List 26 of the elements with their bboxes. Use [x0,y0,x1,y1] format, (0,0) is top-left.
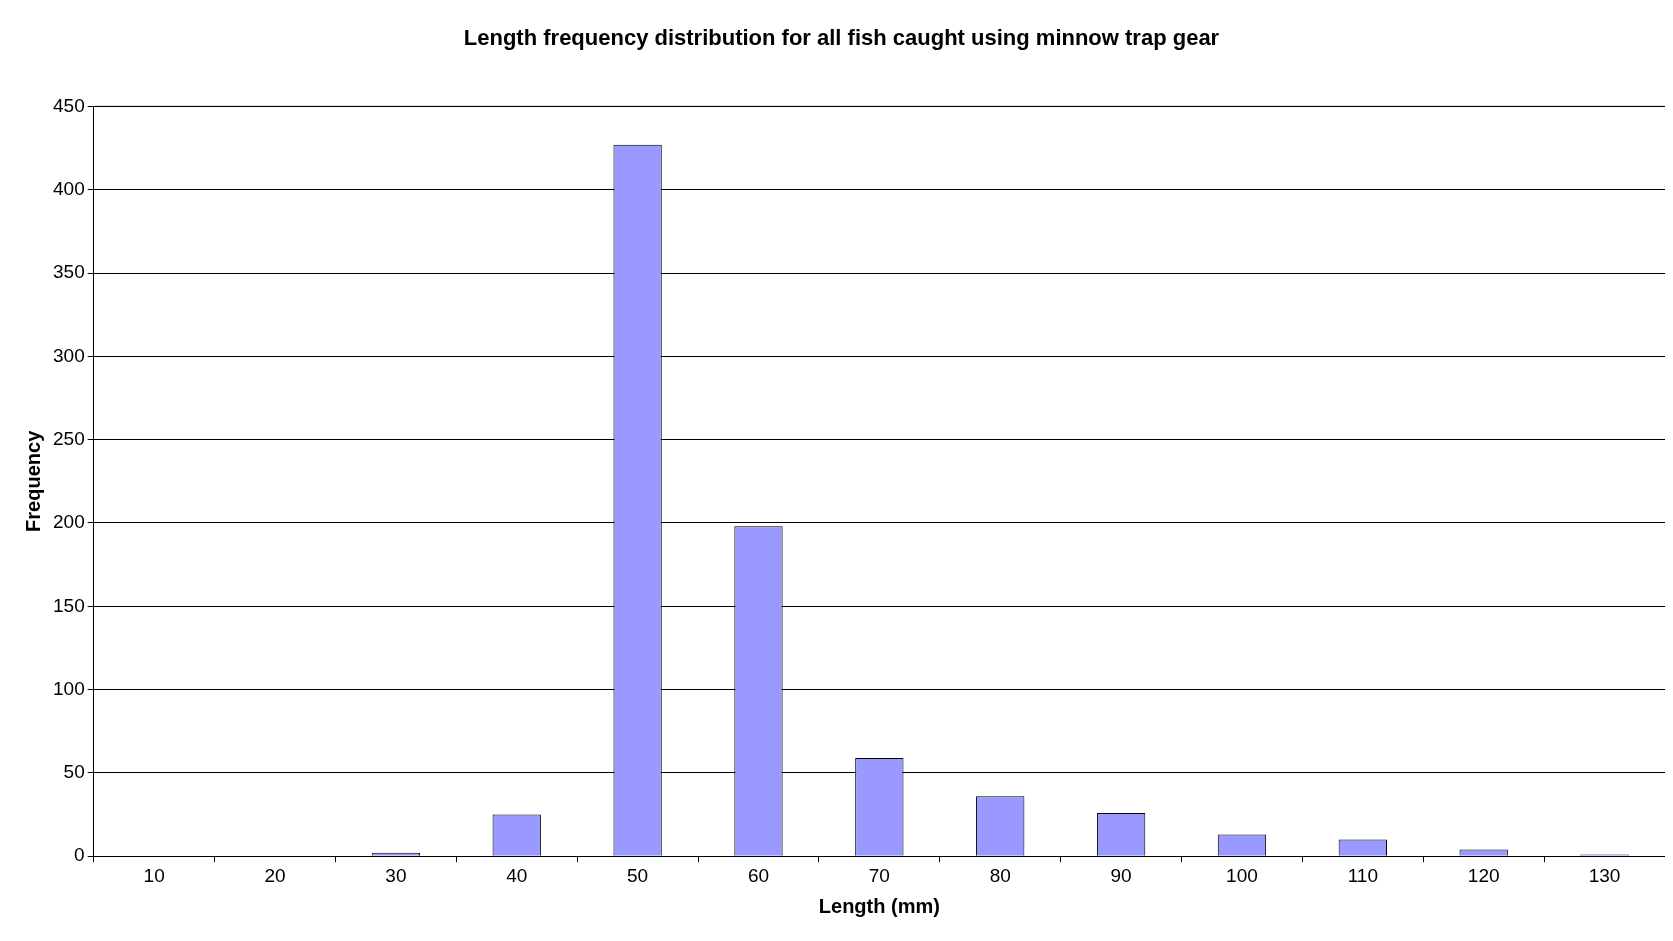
x-tick-label: 10 [143,864,165,886]
y-tick-label: 150 [53,594,85,616]
y-tick-label: 450 [53,94,85,116]
x-tick-label: 130 [1588,864,1621,886]
y-axis-title: Frequency [21,429,44,532]
y-tick-label: 200 [53,511,85,533]
y-tick-label: 50 [63,761,85,783]
y-tick-label: 250 [53,427,85,449]
x-tick-label: 40 [506,864,528,886]
y-tick-label: 0 [74,844,85,866]
chart-title: Length frequency distribution for all fish caught using minnow trap gear [463,25,1220,51]
x-tick-label: 120 [1467,864,1500,886]
x-tick-label: 50 [627,864,649,886]
x-axis-title: Length (mm) [818,894,940,917]
y-tick-label: 400 [53,177,85,199]
y-tick-label: 350 [53,261,85,283]
x-tick-label: 110 [1347,864,1378,886]
x-tick-label: 60 [747,864,770,886]
x-tick-label: 90 [1110,864,1132,886]
y-tick-label: 300 [53,344,85,366]
x-tick-label: 80 [989,864,1011,886]
x-tick-label: 30 [385,864,407,886]
x-tick-label: 100 [1226,864,1258,886]
x-tick-label: 20 [264,864,286,886]
y-tick-label: 100 [53,677,85,699]
x-tick-label: 70 [868,864,890,886]
